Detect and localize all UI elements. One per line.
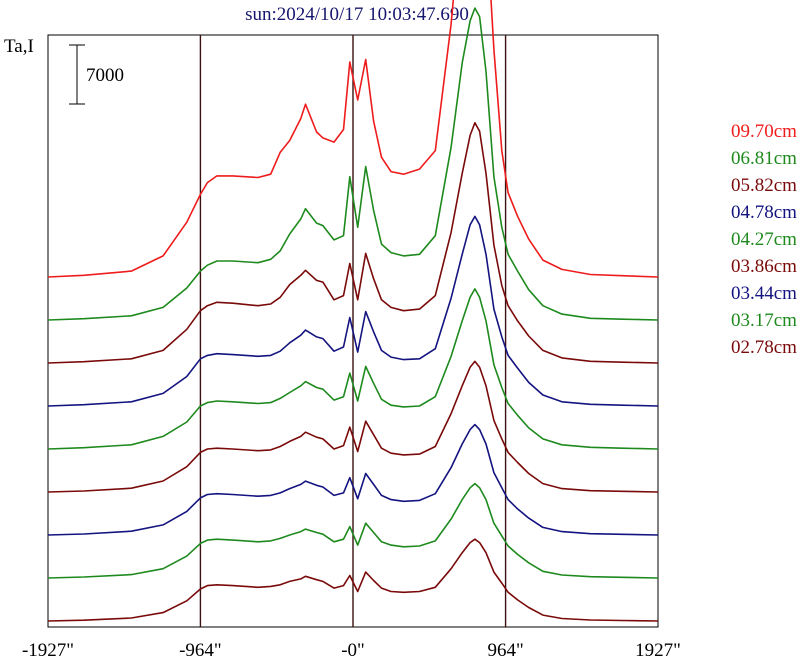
scale-bar-label: 7000 (86, 65, 124, 86)
series-layer (47, 0, 659, 622)
series-line-03.17cm (47, 482, 659, 579)
legend-entry-0: 09.70cm (731, 121, 797, 142)
legend-entry-1: 06.81cm (731, 148, 797, 169)
x-tick-label-0: -1927" (22, 640, 74, 661)
series-line-04.27cm (47, 288, 659, 450)
x-tick-label-4: 1927" (635, 640, 681, 661)
x-axis-ticks: -1927" -964" -0" 964" 1927" (22, 640, 681, 661)
legend-entry-5: 03.86cm (731, 256, 797, 277)
x-tick-label-2: -0" (341, 640, 365, 661)
series-line-03.44cm (47, 423, 659, 536)
legend-entry-4: 04.27cm (731, 229, 797, 250)
legend-entry-6: 03.44cm (731, 283, 797, 304)
series-line-09.70cm (47, 0, 659, 278)
y-axis-label: Ta,I (4, 36, 34, 57)
intensity-scale-bar: 7000 (69, 44, 124, 105)
series-line-04.78cm (47, 215, 659, 407)
x-tick-label-3: 964" (487, 640, 523, 661)
x-tick-label-1: -964" (179, 640, 222, 661)
legend-entry-2: 05.82cm (731, 175, 797, 196)
legend-entry-3: 04.78cm (731, 202, 797, 223)
chart-title: sun:2024/10/17 10:03:47.690 (245, 4, 469, 25)
legend: 09.70cm 06.81cm 05.82cm 04.78cm 04.27cm 03.86… (731, 121, 797, 358)
legend-entry-7: 03.17cm (731, 310, 797, 331)
series-line-02.78cm (47, 538, 659, 622)
series-line-03.86cm (47, 360, 659, 493)
series-line-05.82cm (47, 122, 659, 364)
series-line-06.81cm (47, 7, 659, 321)
legend-entry-8: 02.78cm (731, 337, 797, 358)
